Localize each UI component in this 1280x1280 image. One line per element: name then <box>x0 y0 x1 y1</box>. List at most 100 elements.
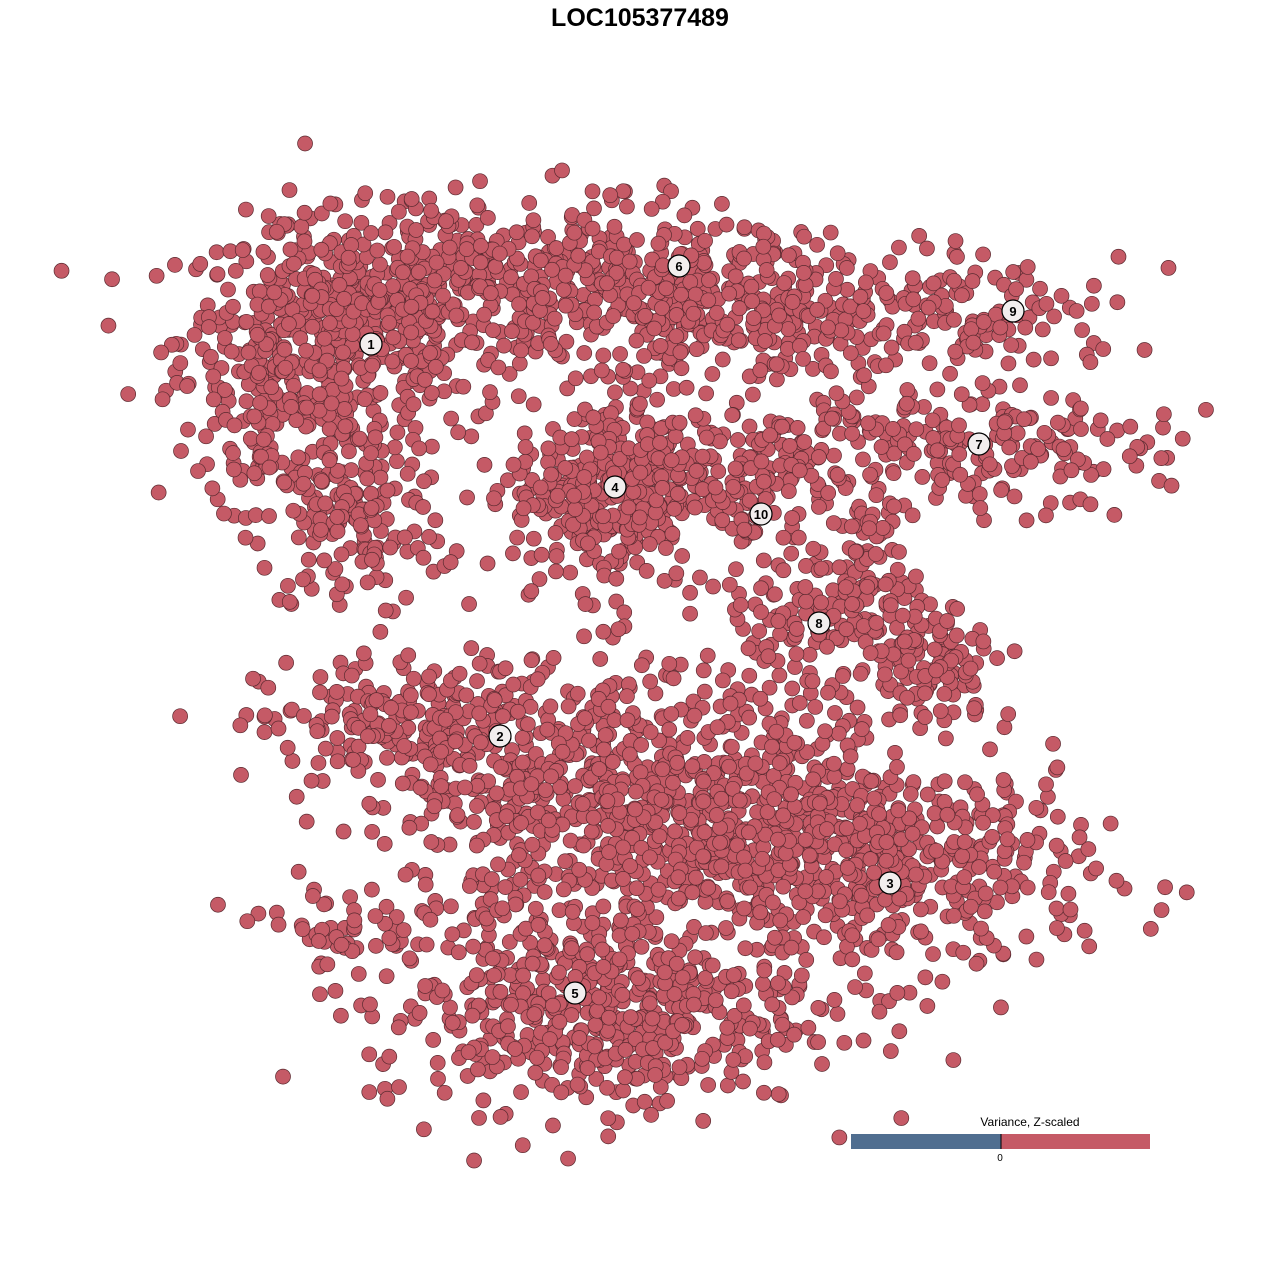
cell-point-cluster-6 <box>640 279 657 296</box>
cell-point-cluster-2 <box>278 654 294 671</box>
cell-point-cluster-8 <box>896 633 913 650</box>
cell-point-cluster-3 <box>798 952 815 968</box>
cell-point-cluster-1 <box>179 378 196 394</box>
cell-point-cluster-5 <box>471 705 488 722</box>
cell-point-cluster-7 <box>886 498 902 515</box>
cell-point-cluster-5 <box>461 878 478 894</box>
cell-point-cluster-5 <box>721 758 737 775</box>
cell-point-cluster-9 <box>1084 295 1100 312</box>
cell-point-cluster-9 <box>784 294 801 310</box>
cell-point-cluster-5 <box>447 733 464 750</box>
cell-point-cluster-1 <box>148 267 165 284</box>
cell-point-cluster-3 <box>816 929 832 946</box>
cell-point-cluster-5 <box>670 869 687 886</box>
cell-point-cluster-10 <box>753 453 770 470</box>
cell-point-cluster-5 <box>807 699 824 715</box>
cell-point-cluster-8 <box>853 721 870 737</box>
cell-point-cluster-5 <box>831 893 848 910</box>
cell-point-cluster-5 <box>523 776 540 793</box>
cell-point-cluster-9 <box>833 322 850 339</box>
cell-point-cluster-5 <box>579 946 596 963</box>
cell-point-cluster-5 <box>695 1113 712 1129</box>
cell-point-cluster-5 <box>492 984 509 1000</box>
cell-point-cluster-5 <box>862 851 879 868</box>
cell-point-cluster-5 <box>859 907 876 924</box>
cell-point-cluster-1 <box>208 244 225 261</box>
cell-point-cluster-5 <box>367 908 384 924</box>
cell-point-cluster-3 <box>1108 872 1125 889</box>
cell-point-cluster-1 <box>443 410 459 427</box>
cell-point-cluster-3 <box>929 818 946 835</box>
cell-point-cluster-5 <box>977 885 994 902</box>
cell-point-cluster-10 <box>712 433 728 450</box>
cell-point-cluster-6 <box>377 224 394 241</box>
cell-point-cluster-1 <box>120 386 137 402</box>
cell-point-cluster-5 <box>368 938 384 954</box>
cell-point-cluster-5 <box>507 1041 523 1057</box>
cell-point-cluster-5 <box>709 719 726 736</box>
cell-point-cluster-5 <box>630 970 647 987</box>
cell-point-cluster-2 <box>172 708 188 725</box>
cell-point-cluster-6 <box>621 253 638 270</box>
legend-low-bar <box>851 1134 1001 1149</box>
cell-point-cluster-10 <box>791 462 808 479</box>
cell-point-cluster-4 <box>641 536 658 553</box>
cell-point-cluster-1 <box>455 378 472 395</box>
cell-point-cluster-5 <box>551 902 568 919</box>
cell-point-cluster-6 <box>322 315 338 331</box>
cell-point-cluster-4 <box>585 409 602 426</box>
cell-point-cluster-3 <box>934 973 951 990</box>
cell-point-cluster-5 <box>571 1030 588 1046</box>
cell-point-cluster-5 <box>889 759 905 775</box>
cell-point-cluster-9 <box>858 274 874 291</box>
cell-point-cluster-2 <box>329 730 346 746</box>
cell-point-cluster-9 <box>795 264 812 281</box>
cell-point-cluster-5 <box>494 900 511 917</box>
cell-point-cluster-5 <box>891 1023 908 1040</box>
cell-point-cluster-5 <box>726 967 742 983</box>
cell-point-cluster-10 <box>667 428 684 445</box>
cell-point-cluster-8 <box>721 576 738 593</box>
cell-point-cluster-5 <box>723 983 740 1000</box>
cell-point-cluster-5 <box>437 711 454 728</box>
cell-point-cluster-5 <box>595 623 612 640</box>
cell-point-cluster-5 <box>770 975 786 992</box>
cell-point-cluster-5 <box>747 755 764 772</box>
cluster-label-text: 5 <box>571 986 578 1001</box>
cell-point-cluster-9 <box>882 254 898 271</box>
cluster-label-text: 7 <box>975 437 982 452</box>
cell-point-cluster-5 <box>783 786 799 803</box>
cell-point-cluster-2 <box>270 720 287 737</box>
cell-point-cluster-9 <box>947 343 964 360</box>
cell-point-cluster-6 <box>508 224 525 241</box>
cell-point-cluster-3 <box>912 901 929 918</box>
cell-point-cluster-5 <box>361 1046 378 1063</box>
cell-point-cluster-8 <box>894 607 911 624</box>
cell-point-cluster-5 <box>647 1067 664 1083</box>
cell-point-cluster-5 <box>769 1031 786 1048</box>
cell-point-cluster-5 <box>520 716 536 733</box>
cell-point-cluster-10 <box>905 446 922 462</box>
cell-point-cluster-5 <box>878 834 895 850</box>
cluster-label-8: 8 <box>807 611 831 635</box>
cell-point-cluster-7 <box>993 482 1009 498</box>
cell-point-cluster-7 <box>996 414 1013 431</box>
cell-point-cluster-10 <box>671 414 688 431</box>
cell-point-cluster-5 <box>497 660 514 677</box>
cell-point-cluster-3 <box>984 828 1001 845</box>
cell-point-cluster-9 <box>1110 248 1127 265</box>
cell-point-cluster-9 <box>905 291 922 308</box>
cell-point-cluster-1 <box>417 371 433 388</box>
cell-point-cluster-6 <box>435 287 451 304</box>
cell-point-cluster-5 <box>563 940 580 957</box>
cell-point-cluster-9 <box>964 273 981 289</box>
cell-point-cluster-1 <box>180 421 196 438</box>
cell-point-cluster-10 <box>781 483 797 500</box>
cell-point-cluster-5 <box>514 754 531 771</box>
cell-point-cluster-6 <box>476 306 492 323</box>
cell-point-cluster-5 <box>830 725 847 742</box>
cell-point-cluster-9 <box>875 325 892 342</box>
cell-point-cluster-3 <box>1038 776 1054 793</box>
cell-point-cluster-5 <box>882 1043 899 1059</box>
cell-point-cluster-5 <box>888 944 905 961</box>
